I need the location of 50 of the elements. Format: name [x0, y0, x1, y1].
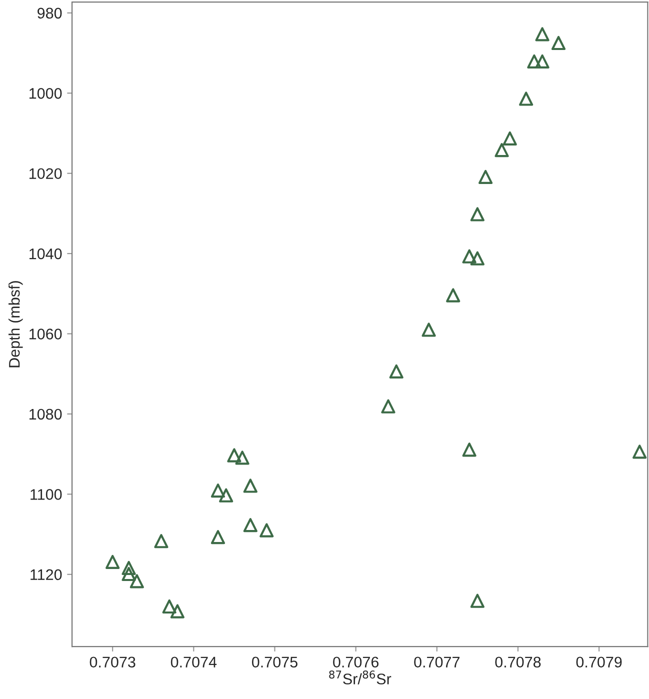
point: [243, 478, 258, 493]
y-axis-title: Depth (mbsf): [8, 281, 23, 368]
point: [422, 322, 436, 337]
point: [470, 251, 484, 266]
point: [170, 604, 184, 618]
point: [462, 249, 476, 264]
point: [381, 399, 396, 414]
x-tick-label: 0.7079: [576, 656, 622, 668]
y-tick-label: 1100: [30, 489, 62, 500]
point: [227, 448, 242, 462]
point: [106, 554, 120, 570]
point: [502, 131, 517, 146]
x-tick-label: 0.7075: [252, 656, 298, 668]
y-tick-label: 1000: [30, 88, 62, 99]
point: [535, 27, 550, 42]
y-tick-label: 1020: [30, 168, 62, 180]
point: [122, 566, 136, 582]
point: [210, 530, 226, 544]
point: [551, 36, 566, 50]
y-tick-label: 1080: [30, 408, 62, 420]
x-tick-label: 0.7074: [170, 656, 217, 668]
point: [260, 523, 274, 538]
point: [210, 484, 226, 498]
point: [162, 599, 176, 614]
point: [527, 54, 542, 69]
point: [130, 574, 144, 588]
point: [519, 92, 534, 106]
point: [470, 207, 484, 222]
x-tick-label: 0.7077: [414, 656, 460, 668]
point: [632, 444, 647, 459]
point: [462, 442, 476, 457]
y-tick-label: 980: [38, 8, 62, 19]
x-tick-label: 0.7073: [90, 656, 136, 668]
y-tick-label: 1040: [30, 248, 62, 260]
point: [470, 594, 484, 608]
point: [219, 488, 234, 502]
point: [478, 170, 493, 184]
point: [535, 54, 550, 69]
x-axis-title: $^{87}$Sr/$^{86}$Sr: [329, 670, 392, 684]
point: [446, 288, 460, 302]
x-tick-label: 0.7076: [333, 656, 379, 668]
point: [243, 518, 258, 532]
point: [389, 364, 404, 379]
point: [494, 143, 509, 158]
point: [154, 534, 168, 548]
point: [122, 560, 136, 576]
y-tick-label: 1120: [30, 569, 62, 580]
y-tick-label: 1060: [30, 328, 62, 340]
x-tick-label: 0.7078: [495, 656, 541, 668]
point: [235, 450, 250, 465]
